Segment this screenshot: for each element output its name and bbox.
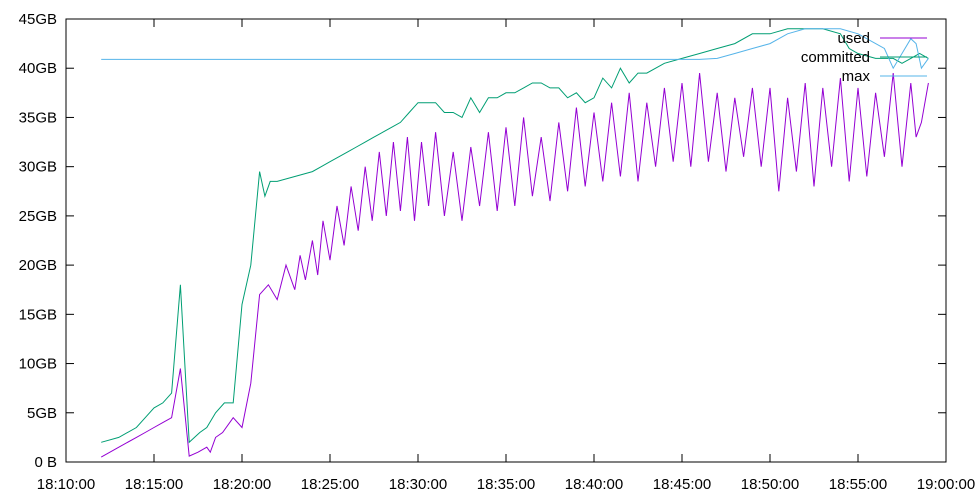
axis-ticks: [65, 18, 947, 463]
x-tick-label: 18:55:00: [829, 476, 887, 493]
y-tick-label: 10GB: [19, 356, 57, 373]
x-tick-label: 18:50:00: [741, 476, 799, 493]
x-tick-label: 18:35:00: [477, 476, 535, 493]
y-tick-label: 0 B: [34, 454, 57, 471]
y-tick-label: 30GB: [19, 159, 57, 176]
legend-label: max: [842, 68, 871, 85]
x-tick-label: 18:15:00: [125, 476, 183, 493]
legend-label: committed: [801, 49, 870, 66]
y-tick-label: 45GB: [19, 11, 57, 28]
series-lines: [100, 28, 929, 458]
y-tick-label: 40GB: [19, 60, 57, 77]
legend: used committed max: [801, 30, 927, 85]
x-tick-label: 18:25:00: [301, 476, 359, 493]
y-tick-labels: 0 B 5GB 10GB 15GB 20GB 25GB 30GB 35GB 40GB 45GB: [19, 11, 57, 471]
x-tick-label: 18:10:00: [37, 476, 95, 493]
x-tick-label: 18:40:00: [565, 476, 623, 493]
x-tick-label: 18:30:00: [389, 476, 447, 493]
x-tick-label: 19:00:00: [917, 476, 975, 493]
y-tick-label: 15GB: [19, 306, 57, 323]
x-tick-labels: 18:10:00 18:15:00 18:20:00 18:25:00 18:30:00…: [37, 476, 975, 493]
x-tick-label: 18:20:00: [213, 476, 271, 493]
plot-frame: [65, 18, 947, 463]
series-line-committed: [101, 28, 929, 444]
legend-label: used: [837, 30, 870, 47]
y-tick-label: 5GB: [27, 405, 57, 422]
y-tick-label: 35GB: [19, 109, 57, 126]
y-tick-label: 20GB: [19, 257, 57, 274]
series-line-max: [101, 28, 929, 70]
series-line-used: [100, 73, 929, 458]
x-tick-label: 18:45:00: [653, 476, 711, 493]
y-tick-label: 25GB: [19, 208, 57, 225]
